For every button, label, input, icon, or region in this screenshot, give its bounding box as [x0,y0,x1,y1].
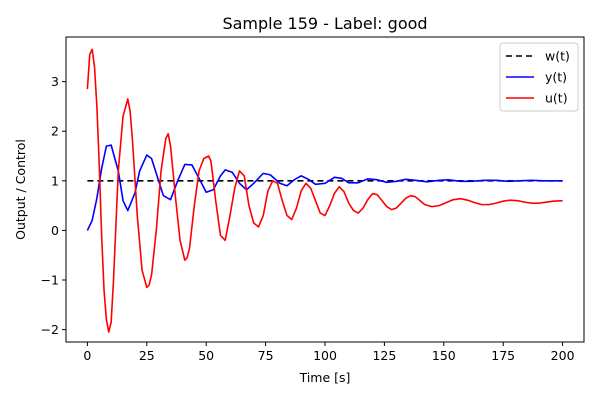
y-tick-label: −1 [41,273,59,288]
y-tick-label: 0 [51,223,59,238]
x-tick-label: 0 [83,348,91,363]
x-tick-label: 150 [432,348,456,363]
x-axis-label: Time [s] [299,370,351,385]
series-layer [86,48,563,333]
x-tick-label: 25 [139,348,155,363]
legend-label: w(t) [545,49,570,64]
legend: w(t) y(t) u(t) [499,42,579,112]
y-tick-label: 1 [51,173,59,188]
x-tick-label: 200 [551,348,575,363]
x-tick-label: 75 [258,348,274,363]
chart-title: Sample 159 - Label: good [222,14,427,33]
legend-label: y(t) [545,70,567,85]
series-line-yt [86,144,563,231]
x-tick-label: 50 [198,348,214,363]
legend-label: u(t) [545,91,568,106]
legend-frame [499,42,579,112]
y-tick-label: −2 [41,322,59,337]
y-tick-label: 2 [51,124,59,139]
y-tick-label: 3 [51,74,59,89]
x-axis-ticks: 0 25 50 75 100 125 150 175 200 [83,342,575,363]
y-axis-ticks: −2 −1 0 1 2 3 [41,74,66,337]
x-tick-label: 100 [313,348,337,363]
y-axis-label: Output / Control [13,139,28,240]
series-line-ut [86,48,563,333]
x-tick-label: 175 [491,348,515,363]
x-tick-label: 125 [372,348,396,363]
